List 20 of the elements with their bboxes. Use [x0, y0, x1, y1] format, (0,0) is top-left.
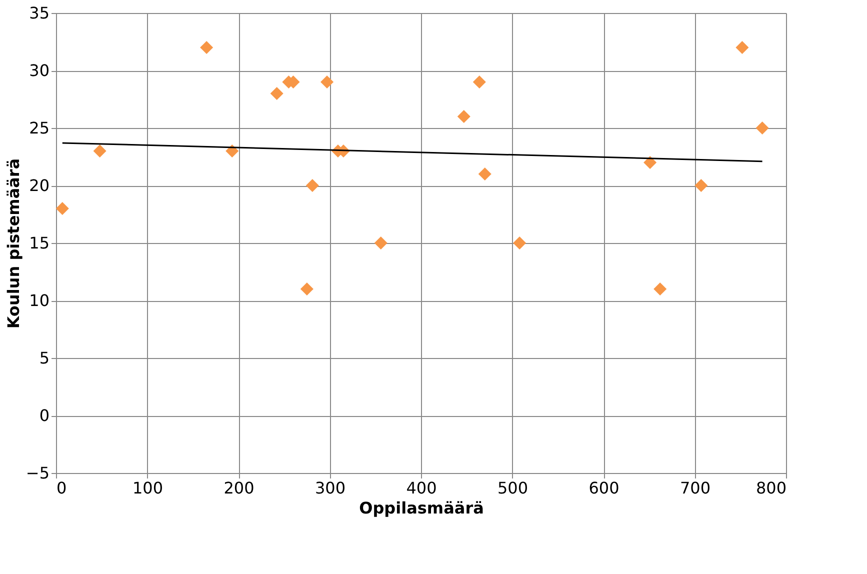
y-tick-label: 5 — [39, 348, 50, 368]
x-tick-label: 100 — [132, 478, 164, 498]
y-tick-label: 25 — [29, 118, 50, 138]
x-tick-label: 800 — [756, 478, 786, 498]
y-tick-label: 0 — [39, 406, 50, 425]
x-tick-label: 400 — [406, 478, 437, 498]
y-tick-label: 35 — [29, 4, 50, 22]
x-tick-label: 500 — [497, 478, 528, 498]
x-axis-title: Oppilasmäärä — [359, 498, 484, 518]
y-tick-label: 20 — [29, 176, 50, 195]
x-tick-label: 600 — [588, 478, 620, 498]
x-tick-label: 0 — [56, 478, 67, 498]
x-tick-label: 700 — [680, 478, 711, 498]
y-tick-label: 30 — [29, 61, 50, 80]
x-tick-label: 200 — [224, 478, 254, 498]
y-axis-title: Koulun pistemäärä — [4, 158, 23, 329]
y-tick-label: 15 — [29, 234, 50, 252]
y-tick-label: −5 — [26, 464, 50, 482]
y-tick-label: 10 — [29, 291, 50, 310]
x-tick-label: 300 — [314, 478, 346, 498]
